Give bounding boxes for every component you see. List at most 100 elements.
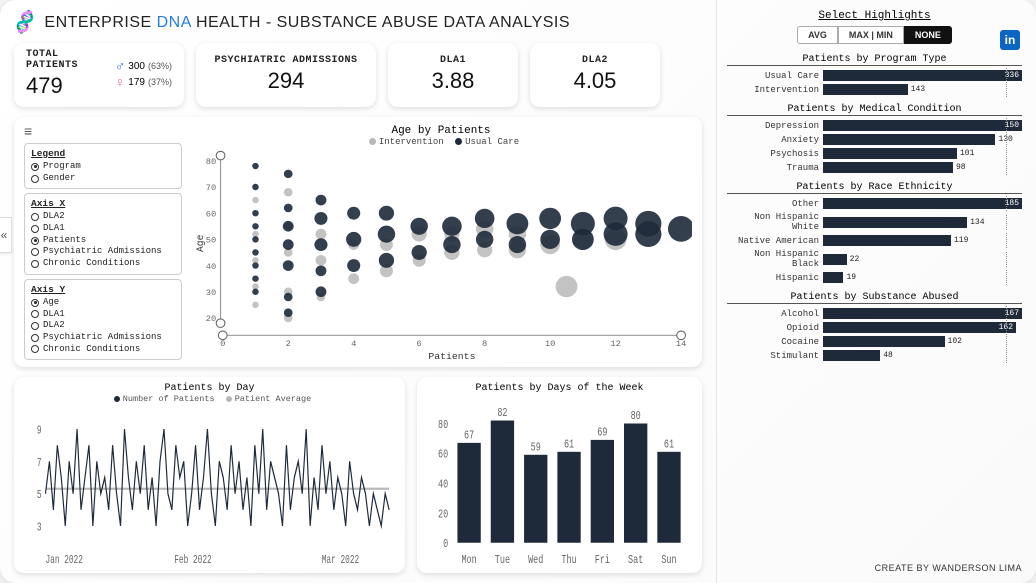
- highlight-tab[interactable]: NONE: [904, 26, 952, 44]
- svg-text:50: 50: [206, 236, 216, 246]
- reference-line: [1006, 320, 1007, 335]
- svg-text:Patients: Patients: [428, 351, 475, 361]
- bar-track: 134: [823, 217, 1022, 228]
- scatter-legend: Intervention Usual Care: [190, 137, 692, 147]
- svg-text:3: 3: [37, 522, 42, 535]
- radio-icon: [31, 334, 39, 342]
- legend-dot-usualcare: [455, 138, 462, 145]
- line-chart[interactable]: 3579Jan 2022Feb 2022Mar 2022: [24, 404, 395, 569]
- radio-option[interactable]: Patients: [31, 235, 175, 247]
- radio-option[interactable]: Psychiatric Admissions: [31, 246, 175, 258]
- bar-track: 98: [823, 162, 1022, 173]
- radio-option[interactable]: Program: [31, 161, 175, 173]
- radio-icon: [31, 225, 39, 233]
- bar-row[interactable]: Usual Care336: [727, 70, 1022, 81]
- radio-option[interactable]: Gender: [31, 173, 175, 185]
- reference-line: [1006, 68, 1007, 83]
- hamburger-icon[interactable]: ≡: [24, 125, 182, 141]
- bar-row[interactable]: Anxiety130: [727, 134, 1022, 145]
- radio-option[interactable]: DLA1: [31, 223, 175, 235]
- bar-row[interactable]: Trauma98: [727, 162, 1022, 173]
- svg-text:6: 6: [417, 339, 422, 349]
- radio-option[interactable]: DLA2: [31, 211, 175, 223]
- svg-text:14: 14: [676, 339, 686, 349]
- reference-line: [1006, 233, 1007, 248]
- bar-fill: 167: [823, 308, 1022, 319]
- bar-row[interactable]: Non Hispanic Black22: [727, 249, 1022, 269]
- side-chart-title: Patients by Substance Abused: [727, 292, 1022, 303]
- side-chart-title: Patients by Medical Condition: [727, 104, 1022, 115]
- radio-option[interactable]: Chronic Conditions: [31, 258, 175, 270]
- radio-label: DLA2: [43, 211, 65, 223]
- radio-option[interactable]: Chronic Conditions: [31, 344, 175, 356]
- radio-option[interactable]: DLA2: [31, 320, 175, 332]
- side-chart-title: Patients by Race Ethnicity: [727, 182, 1022, 193]
- bar-fill: [823, 350, 880, 361]
- svg-text:59: 59: [531, 442, 541, 455]
- bar-fill: [823, 254, 847, 265]
- svg-text:4: 4: [351, 339, 356, 349]
- bar-row[interactable]: Native American 119: [727, 235, 1022, 246]
- bar-row[interactable]: Non Hispanic White 134: [727, 212, 1022, 232]
- bar-track: 22: [823, 254, 1022, 265]
- kpi-female-pct: (37%): [148, 77, 172, 87]
- radio-option[interactable]: Age: [31, 297, 175, 309]
- legend-group-header: Axis Y: [31, 284, 175, 295]
- bar-row[interactable]: Alcohol167: [727, 308, 1022, 319]
- bar-track: 119: [823, 235, 1022, 246]
- bar-track: 102: [823, 336, 1022, 347]
- line-marker-avg: [226, 396, 232, 402]
- radio-label: Psychiatric Admissions: [43, 332, 162, 344]
- svg-text:Thu: Thu: [561, 554, 576, 568]
- svg-text:Feb 2022: Feb 2022: [174, 554, 211, 568]
- highlight-tab[interactable]: AVG: [797, 26, 838, 44]
- svg-text:2: 2: [286, 339, 291, 349]
- bar-fill: 185: [823, 198, 1022, 209]
- bar-value: 48: [883, 350, 893, 361]
- svg-text:Mon: Mon: [461, 555, 476, 568]
- bar-label: Depression: [727, 121, 819, 131]
- svg-text:40: 40: [206, 262, 216, 272]
- legend-group-header: Axis X: [31, 198, 175, 209]
- bar-row[interactable]: Stimulant48: [727, 350, 1022, 361]
- svg-text:30: 30: [206, 288, 216, 298]
- male-icon: ♂: [115, 58, 126, 74]
- kpi-total-patients: TOTAL PATIENTS 479 ♂ 300 (63%) ♀ 179 (37…: [14, 43, 184, 107]
- highlight-tab[interactable]: MAX | MIN: [838, 26, 904, 44]
- bar-fill: [823, 84, 908, 95]
- radio-option[interactable]: DLA1: [31, 309, 175, 321]
- kpi-female: ♀ 179 (37%): [115, 74, 172, 90]
- collapse-toggle[interactable]: «: [0, 217, 12, 253]
- svg-text:60: 60: [206, 209, 216, 219]
- svg-text:40: 40: [438, 479, 448, 492]
- bar-label: Anxiety: [727, 135, 819, 145]
- bar-row[interactable]: Cocaine102: [727, 336, 1022, 347]
- bar-row[interactable]: Psychosis101: [727, 148, 1022, 159]
- bar-row[interactable]: Opioid162: [727, 322, 1022, 333]
- svg-text:Mar 2022: Mar 2022: [322, 555, 359, 568]
- weekday-chart[interactable]: 02040608067Mon82Tue59Wed61Thu69Fri80Sat6…: [427, 394, 692, 569]
- dna-icon: 🧬: [11, 9, 39, 36]
- scatter-chart[interactable]: 2030405060708002468101214AgePatients: [190, 147, 692, 361]
- radio-label: Age: [43, 297, 59, 309]
- svg-text:9: 9: [37, 425, 42, 438]
- svg-text:Age: Age: [195, 234, 206, 251]
- legend-group: LegendProgramGender: [24, 143, 182, 189]
- reference-line: [1006, 270, 1007, 285]
- radio-option[interactable]: Psychiatric Admissions: [31, 332, 175, 344]
- linkedin-icon[interactable]: in: [1000, 30, 1020, 50]
- bar-row[interactable]: Intervention143: [727, 84, 1022, 95]
- svg-text:61: 61: [564, 439, 574, 452]
- radio-label: DLA2: [43, 320, 65, 332]
- bar-row[interactable]: Hispanic19: [727, 272, 1022, 283]
- bar-row[interactable]: Depression150: [727, 120, 1022, 131]
- bar-label: Usual Care: [727, 71, 819, 81]
- bar-row[interactable]: Other185: [727, 198, 1022, 209]
- bar-value: 101: [960, 148, 974, 159]
- bar-label: Non Hispanic White: [727, 212, 819, 232]
- svg-text:10: 10: [545, 339, 555, 349]
- reference-line: [1006, 252, 1007, 267]
- radio-icon: [31, 175, 39, 183]
- kpi-dla1: DLA1 3.88: [388, 43, 518, 107]
- bar-label: Native American: [727, 236, 819, 246]
